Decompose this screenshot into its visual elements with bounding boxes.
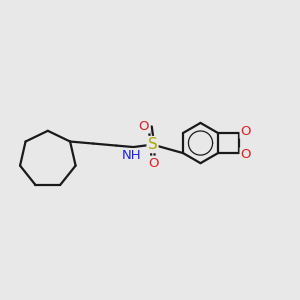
Text: S: S	[148, 137, 158, 152]
Text: O: O	[148, 157, 159, 170]
Text: O: O	[241, 148, 251, 161]
Text: O: O	[139, 119, 149, 133]
Text: NH: NH	[122, 149, 142, 162]
Text: O: O	[241, 125, 251, 138]
